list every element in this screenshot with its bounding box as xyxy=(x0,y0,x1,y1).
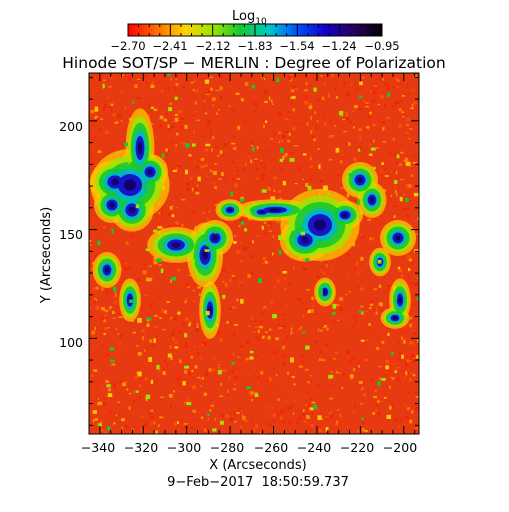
colorbar-tick-labels: −2.70 −2.41 −2.12 −1.83 −1.54 −1.24 −0.9… xyxy=(110,39,399,53)
y-axis-label: Y (Arcseconds) xyxy=(39,207,54,304)
x-tick-label: −240 xyxy=(297,440,331,455)
y-tick-labels: 100 150 200 xyxy=(59,119,83,350)
plot-title: Hinode SOT/SP − MERLIN : Degree of Polar… xyxy=(62,54,445,72)
x-tick-label: −220 xyxy=(340,440,374,455)
x-tick-label: −300 xyxy=(167,440,201,455)
colorbar-tick-label: −1.54 xyxy=(279,39,314,53)
colorbar-label: Log10 xyxy=(232,9,267,27)
y-tick-label: 150 xyxy=(59,227,83,242)
colorbar-tick-label: −2.41 xyxy=(152,39,187,53)
colorbar-tick-label: −2.70 xyxy=(110,39,145,53)
x-tick-label: −340 xyxy=(81,440,115,455)
y-tick-label: 200 xyxy=(59,119,83,134)
timestamp: 9−Feb−2017 18:50:59.737 xyxy=(167,475,349,490)
colorbar-tick-label: −0.95 xyxy=(364,39,399,53)
colorbar-tick-label: −1.83 xyxy=(237,39,272,53)
x-tick-label: −200 xyxy=(383,440,417,455)
plot-frame xyxy=(88,72,420,435)
y-tick-label: 100 xyxy=(59,335,83,350)
axis-ticks xyxy=(89,73,419,434)
colorbar-tick-label: −2.12 xyxy=(195,39,230,53)
x-tick-label: −320 xyxy=(124,440,158,455)
colorbar-tick-label: −1.24 xyxy=(321,39,356,53)
x-tick-labels: −340 −320 −300 −280 −260 −240 −220 −200 xyxy=(81,440,417,455)
x-axis-label: X (Arcseconds) xyxy=(209,458,306,473)
polarization-map xyxy=(89,73,419,434)
x-tick-label: −280 xyxy=(210,440,244,455)
colorbar-ticks xyxy=(127,24,383,36)
x-tick-label: −260 xyxy=(254,440,288,455)
